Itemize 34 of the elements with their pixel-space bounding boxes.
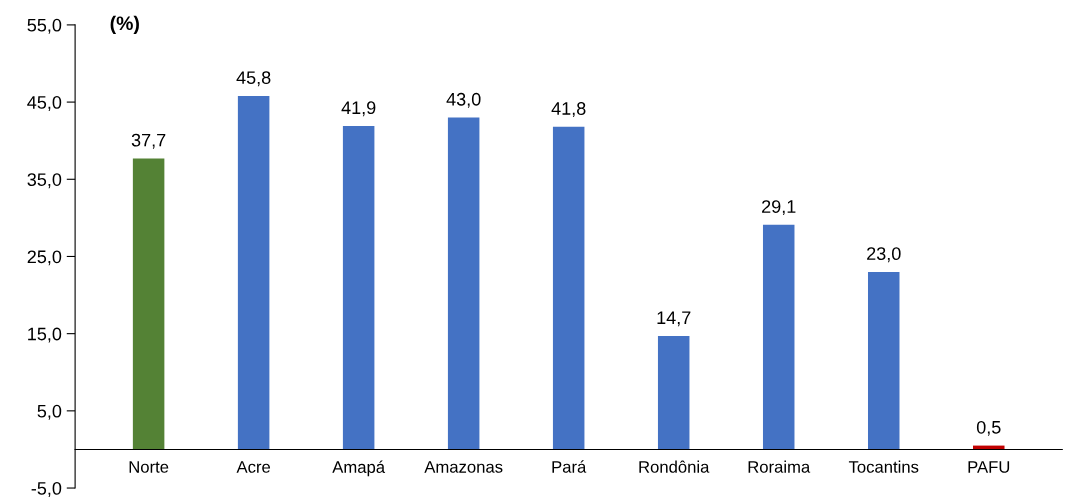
bar <box>552 126 585 450</box>
y-tick-label: 45,0 <box>27 96 62 111</box>
data-label: 37,7 <box>131 133 166 149</box>
bar <box>342 126 375 450</box>
x-tick-label: Acre <box>236 461 271 473</box>
y-tick-label: 15,0 <box>28 327 62 343</box>
x-tick-label: Pará <box>552 460 587 473</box>
x-tick-label: Amazonas <box>424 461 503 473</box>
bar <box>762 224 795 450</box>
y-tick-label: 55,0 <box>27 18 62 34</box>
y-axis-title: (%) <box>110 15 139 34</box>
x-tick-label: Rondônia <box>639 460 710 473</box>
x-tick-label: Roraima <box>748 460 811 473</box>
data-label: 14,7 <box>657 311 691 327</box>
data-label: 29,1 <box>762 200 796 216</box>
x-tick-label: Amapá <box>332 460 386 477</box>
x-tick-label: PAFU <box>968 461 1010 473</box>
data-label: 0,5 <box>976 420 1001 436</box>
data-label: 41,8 <box>551 102 586 118</box>
data-label: 23,0 <box>867 247 901 263</box>
data-label: 43,0 <box>446 92 481 108</box>
bar <box>447 117 480 450</box>
y-tick-label: 5,0 <box>37 404 62 420</box>
y-tick-label: 25,0 <box>27 250 62 266</box>
x-tick-label: Norte <box>129 461 169 473</box>
y-tick-label: 35,0 <box>27 173 62 189</box>
y-tick-label: -5,0 <box>31 481 62 497</box>
data-label: 41,9 <box>341 101 376 117</box>
data-label: 45,8 <box>236 71 271 87</box>
bar <box>237 95 270 450</box>
x-tick-label: Tocantins <box>848 460 919 473</box>
bar <box>867 271 900 450</box>
bar <box>657 335 690 450</box>
bar <box>132 158 165 450</box>
